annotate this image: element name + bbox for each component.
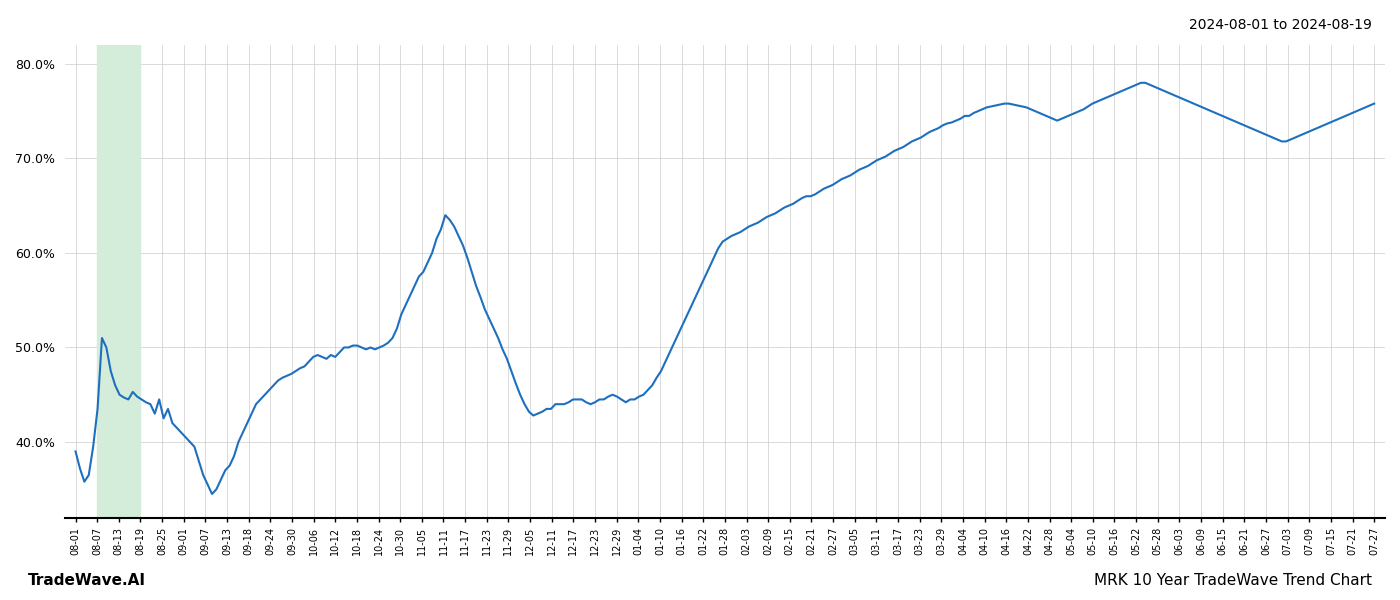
Text: 2024-08-01 to 2024-08-19: 2024-08-01 to 2024-08-19 xyxy=(1189,18,1372,32)
Bar xyxy=(97,45,140,518)
Text: MRK 10 Year TradeWave Trend Chart: MRK 10 Year TradeWave Trend Chart xyxy=(1093,573,1372,588)
Text: TradeWave.AI: TradeWave.AI xyxy=(28,573,146,588)
